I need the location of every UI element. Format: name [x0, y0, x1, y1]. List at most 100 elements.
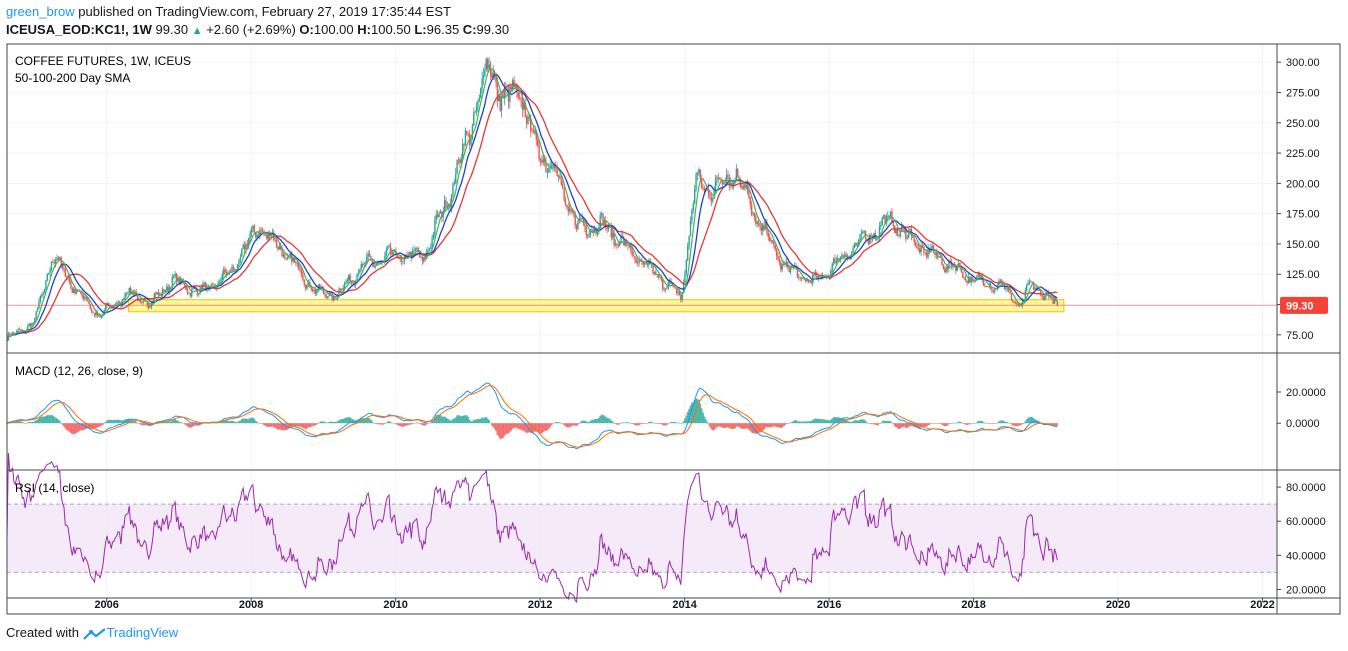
macd-bar	[365, 418, 368, 424]
candle-body	[710, 197, 713, 202]
candle-body	[295, 262, 297, 264]
candle-body	[366, 256, 368, 263]
price-y-tick-label: 200.00	[1286, 178, 1320, 190]
macd-bar	[381, 423, 383, 425]
macd-bar	[128, 418, 131, 424]
candle-body	[702, 188, 704, 190]
macd-bar	[596, 418, 599, 424]
macd-bar	[882, 420, 885, 424]
candle-body	[275, 240, 278, 248]
macd-bar	[167, 421, 170, 424]
candle-body	[59, 257, 61, 260]
macd-bar	[1006, 422, 1009, 424]
macd-bar	[691, 403, 693, 424]
candle-body	[867, 239, 870, 244]
macd-bar	[386, 421, 389, 424]
candle-body	[368, 253, 371, 257]
candle-body	[139, 299, 142, 302]
candle-body	[184, 281, 186, 287]
candle-body	[189, 293, 192, 297]
candle-body	[618, 242, 621, 247]
macd-bar	[54, 417, 57, 424]
candle-body	[156, 291, 158, 295]
macd-bar	[636, 423, 639, 426]
macd-bar	[150, 423, 153, 426]
macd-y-tick-label: 0.0000	[1286, 418, 1320, 430]
macd-bar	[1024, 421, 1027, 424]
macd-bar	[204, 423, 207, 424]
candle-body	[717, 177, 719, 179]
macd-bar	[763, 423, 766, 430]
candle-body	[580, 218, 582, 220]
rsi-y-tick-label: 80.0000	[1286, 482, 1326, 494]
macd-bar	[659, 423, 661, 424]
macd-bar	[468, 419, 471, 424]
macd-bar	[707, 423, 710, 425]
macd-bar	[240, 419, 243, 424]
price-axis[interactable]: 300.00 275.00 250.00 225.00 200.00 175.00 150.…	[1277, 57, 1326, 596]
candle-body	[652, 263, 654, 274]
macd-bar	[721, 423, 724, 428]
macd-bar	[53, 416, 56, 424]
candle-body	[698, 169, 700, 173]
candle-body	[562, 184, 564, 188]
macd-bar	[957, 421, 960, 424]
candle-body	[1042, 296, 1045, 301]
candle-body	[725, 174, 728, 182]
macd-bar	[611, 421, 614, 424]
candle-body	[352, 281, 354, 284]
macd-bar	[967, 423, 970, 425]
macd-bar	[1052, 423, 1055, 426]
author-link[interactable]: green_brow	[6, 4, 75, 19]
macd-bar	[390, 422, 393, 424]
candle-body	[759, 224, 761, 227]
macd-bar	[1046, 423, 1049, 424]
candle-body	[696, 172, 699, 175]
macd-bar	[65, 423, 68, 430]
macd-bar	[861, 419, 864, 424]
time-axis[interactable]: 2006 2008 2010 2012 2014 2016 2018 2020 2022	[94, 598, 1275, 611]
candle-body	[318, 284, 321, 288]
candle-body	[92, 311, 94, 313]
candle-body	[881, 217, 883, 226]
macd-bar	[460, 416, 463, 424]
candle-body	[742, 185, 745, 189]
candle-body	[757, 221, 760, 225]
candle-body	[314, 290, 317, 294]
macd-bar	[400, 423, 403, 427]
macd-bar	[408, 423, 411, 425]
macd-bar	[839, 417, 842, 424]
macd-bar	[178, 421, 181, 424]
macd-bar	[251, 417, 254, 424]
candle-body	[1030, 281, 1032, 283]
candle-body	[70, 282, 72, 289]
macd-bar	[574, 423, 577, 426]
macd-bar	[115, 419, 118, 424]
macd-bar	[1056, 423, 1059, 426]
macd-bar	[1010, 423, 1013, 425]
candle-body	[716, 177, 718, 181]
macd-bar	[543, 423, 546, 431]
candle-body	[771, 240, 774, 243]
macd-bar	[335, 421, 338, 424]
macd-bar	[534, 423, 536, 432]
candle-body	[588, 234, 590, 237]
macd-bar	[417, 422, 420, 424]
candle-body	[131, 291, 133, 295]
tradingview-link[interactable]: TradingView	[106, 625, 179, 640]
candle-body	[480, 88, 482, 98]
candle-body	[298, 262, 300, 270]
macd-bar	[714, 423, 717, 429]
candle-body	[977, 273, 979, 278]
candle-body	[707, 188, 710, 195]
candle-body	[593, 229, 596, 233]
macd-bar	[916, 423, 918, 428]
candle-body	[767, 233, 770, 238]
candle-body	[220, 278, 222, 283]
candle-body	[567, 207, 569, 212]
candle-body	[341, 289, 343, 291]
macd-bar	[31, 421, 33, 424]
last-price-tag	[1280, 296, 1328, 314]
candle-body	[956, 265, 958, 271]
